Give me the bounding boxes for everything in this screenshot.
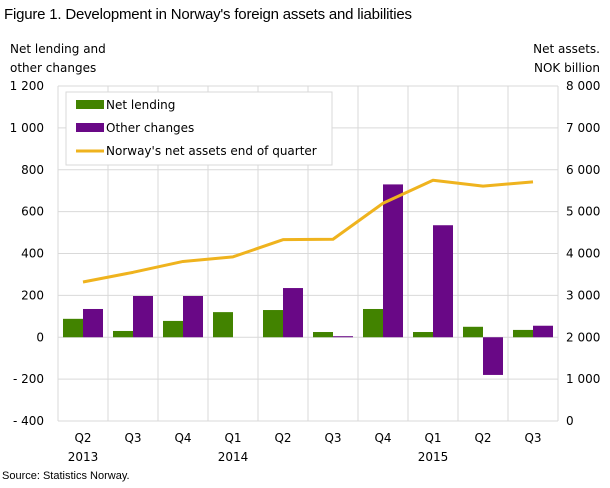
x-tick-label: Q3 xyxy=(324,431,341,445)
bar-net-lending xyxy=(313,332,333,338)
legend xyxy=(65,91,333,166)
line-net-assets xyxy=(82,178,534,284)
bar-other-changes xyxy=(433,225,453,338)
y-tick-right: 3 000 xyxy=(566,288,600,302)
x-tick-label: Q2 xyxy=(274,431,291,445)
left-axis-label: Net lending and other changes xyxy=(10,40,106,78)
legend-label-other-changes: Other changes xyxy=(106,121,194,135)
y-tick-left: 600 xyxy=(21,205,44,219)
bar-net-lending xyxy=(363,308,383,338)
x-year-label: 2015 xyxy=(418,450,449,464)
y-tick-left: - 400 xyxy=(13,414,44,428)
bar-other-changes xyxy=(183,296,203,338)
bar-other-changes xyxy=(333,336,353,338)
bar-other-changes xyxy=(133,296,153,338)
y-tick-left: - 200 xyxy=(13,372,44,386)
left-axis-label-line1: Net lending and xyxy=(10,42,106,56)
y-tick-right: 7 000 xyxy=(566,121,600,135)
y-tick-left: 400 xyxy=(21,247,44,261)
chart-title: Figure 1. Development in Norway's foreig… xyxy=(4,6,412,23)
bar-net-lending xyxy=(463,326,483,338)
left-axis-label-line2: other changes xyxy=(10,61,97,75)
source-note: Source: Statistics Norway. xyxy=(2,470,130,482)
y-tick-right: 1 000 xyxy=(566,372,600,386)
legend-label-net-assets: Norway's net assets end of quarter xyxy=(106,144,317,158)
x-tick-label: Q4 xyxy=(174,431,191,445)
y-tick-right: 8 000 xyxy=(566,79,600,93)
bar-other-changes xyxy=(483,337,503,375)
x-tick-label: Q1 xyxy=(224,431,241,445)
y-tick-right: 0 xyxy=(566,414,574,428)
x-year-label: 2013 xyxy=(68,450,99,464)
y-tick-left: 0 xyxy=(36,330,44,344)
bar-other-changes xyxy=(383,184,403,338)
bar-net-lending xyxy=(113,330,133,338)
right-axis-label-line2: NOK billion xyxy=(533,61,600,75)
x-tick-label: Q3 xyxy=(124,431,141,445)
bar-net-lending xyxy=(213,312,233,338)
x-tick-label: Q3 xyxy=(524,431,541,445)
legend-swatch-other-changes xyxy=(76,123,104,132)
right-axis-label-line1: Net assets. xyxy=(533,42,600,56)
y-tick-left: 200 xyxy=(21,288,44,302)
bar-net-lending xyxy=(263,310,283,338)
y-tick-left: 1 000 xyxy=(10,121,44,135)
y-tick-right: 4 000 xyxy=(566,247,600,261)
bar-other-changes xyxy=(283,288,303,338)
bar-net-lending xyxy=(513,329,533,338)
bar-other-changes xyxy=(533,325,553,338)
y-tick-right: 5 000 xyxy=(566,205,600,219)
y-tick-right: 2 000 xyxy=(566,330,600,344)
bar-net-lending xyxy=(63,318,83,338)
bar-other-changes xyxy=(83,308,103,338)
x-tick-label: Q2 xyxy=(474,431,491,445)
x-tick-label: Q2 xyxy=(74,431,91,445)
y-tick-left: 1 200 xyxy=(10,79,44,93)
y-tick-left: 800 xyxy=(21,163,44,177)
bar-net-lending xyxy=(413,332,433,338)
y-tick-right: 6 000 xyxy=(566,163,600,177)
right-axis-label: Net assets. NOK billion xyxy=(533,40,600,78)
legend-swatch-net-lending xyxy=(76,100,104,109)
x-tick-label: Q4 xyxy=(374,431,391,445)
x-year-label: 2014 xyxy=(218,450,249,464)
bar-net-lending xyxy=(163,320,183,338)
x-tick-label: Q1 xyxy=(424,431,441,445)
legend-label-net-lending: Net lending xyxy=(106,98,175,112)
